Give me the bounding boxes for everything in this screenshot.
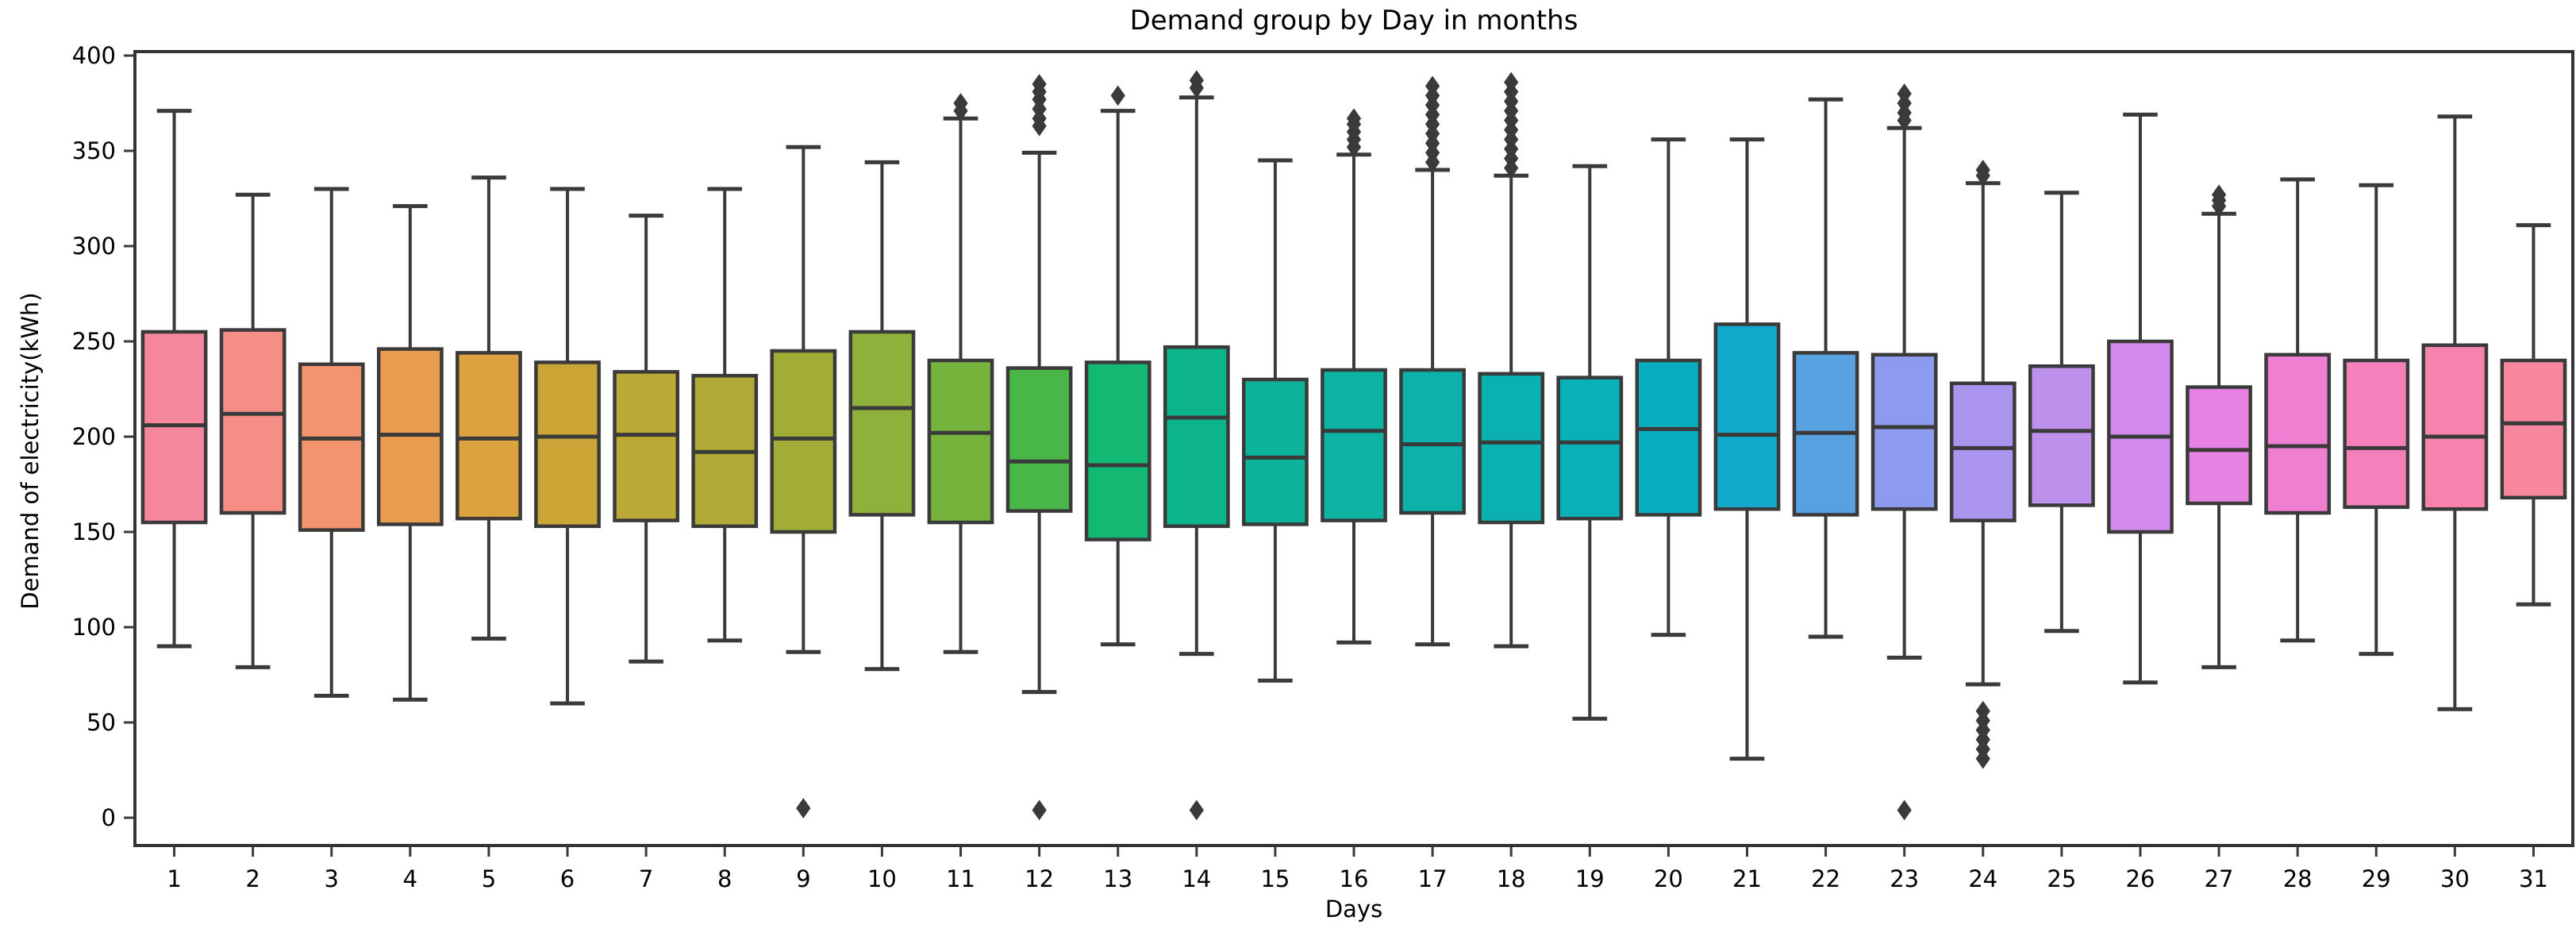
outlier-day-14 xyxy=(1189,799,1204,821)
x-tick-label: 22 xyxy=(1811,865,1840,892)
box-day-7 xyxy=(613,370,680,522)
outlier-day-23 xyxy=(1897,83,1912,104)
outlier-day-24 xyxy=(1975,700,1990,722)
box-day-10 xyxy=(848,329,916,517)
outlier-day-27 xyxy=(2211,184,2227,206)
x-tick-label: 13 xyxy=(1103,865,1132,892)
box-day-20 xyxy=(1635,358,1702,517)
outlier-day-9 xyxy=(796,798,811,819)
box-day-5 xyxy=(456,351,522,521)
y-tick-label: 100 xyxy=(72,614,116,641)
x-tick-label: 27 xyxy=(2205,865,2234,892)
box-day-11 xyxy=(927,358,994,525)
x-tick-label: 19 xyxy=(1575,865,1605,892)
box-day-3 xyxy=(298,362,365,532)
plot-frame xyxy=(133,50,2574,847)
y-tick-label: 50 xyxy=(87,709,116,736)
x-tick-label: 31 xyxy=(2519,865,2548,892)
y-tick-label: 250 xyxy=(72,328,116,355)
box-day-16 xyxy=(1321,368,1387,522)
x-tick-label: 26 xyxy=(2126,865,2155,892)
y-tick-label: 0 xyxy=(102,804,116,831)
chart-title: Demand group by Day in months xyxy=(1129,5,1578,37)
box-day-21 xyxy=(1713,322,1781,511)
x-tick-label: 5 xyxy=(482,865,496,892)
x-tick-label: 3 xyxy=(325,865,339,892)
x-axis-label: Days xyxy=(1325,896,1383,923)
x-tick-label: 29 xyxy=(2362,865,2391,892)
box-day-29 xyxy=(2343,358,2410,510)
box-day-6 xyxy=(534,360,601,529)
outlier-day-24 xyxy=(1975,160,1990,180)
x-tick-label: 14 xyxy=(1182,865,1211,892)
y-tick-label: 350 xyxy=(72,137,116,164)
x-tick-label: 9 xyxy=(796,865,810,892)
outlier-day-16 xyxy=(1346,108,1362,129)
x-tick-label: 6 xyxy=(560,865,575,892)
x-tick-label: 15 xyxy=(1260,865,1290,892)
box-day-18 xyxy=(1478,372,1545,525)
box-day-2 xyxy=(219,328,286,515)
x-tick-label: 18 xyxy=(1497,865,1526,892)
outlier-day-13 xyxy=(1110,85,1125,106)
y-tick-label: 400 xyxy=(72,42,116,69)
x-tick-label: 30 xyxy=(2440,865,2470,892)
outlier-day-17 xyxy=(1424,75,1440,97)
outlier-day-14 xyxy=(1189,70,1204,91)
y-tick-label: 300 xyxy=(72,233,116,260)
outlier-day-23 xyxy=(1897,799,1912,821)
box-day-28 xyxy=(2264,352,2332,515)
x-tick-label: 2 xyxy=(245,865,260,892)
y-tick-label: 150 xyxy=(72,518,116,545)
x-tick-label: 16 xyxy=(1340,865,1369,892)
box-day-30 xyxy=(2421,343,2489,511)
box-day-27 xyxy=(2186,385,2252,506)
x-tick-label: 8 xyxy=(717,865,732,892)
x-tick-label: 7 xyxy=(639,865,653,892)
outlier-day-18 xyxy=(1504,71,1519,93)
box-day-15 xyxy=(1242,377,1309,526)
x-tick-label: 28 xyxy=(2283,865,2313,892)
x-tick-label: 25 xyxy=(2047,865,2076,892)
y-tick-label: 200 xyxy=(72,423,116,450)
box-day-13 xyxy=(1084,360,1152,541)
box-day-24 xyxy=(1949,381,2017,522)
x-tick-label: 1 xyxy=(167,865,181,892)
x-tick-label: 11 xyxy=(946,865,975,892)
x-tick-label: 23 xyxy=(1890,865,1919,892)
x-tick-label: 17 xyxy=(1418,865,1448,892)
box-day-23 xyxy=(1870,352,1938,511)
outlier-day-12 xyxy=(1032,74,1047,94)
x-tick-label: 10 xyxy=(867,865,897,892)
x-tick-label: 21 xyxy=(1732,865,1762,892)
box-day-25 xyxy=(2028,364,2095,507)
box-day-9 xyxy=(770,349,837,534)
box-day-19 xyxy=(1556,376,1624,521)
box-day-12 xyxy=(1005,366,1073,513)
x-tick-label: 4 xyxy=(403,865,417,892)
outlier-day-11 xyxy=(953,93,968,114)
x-tick-label: 12 xyxy=(1025,865,1054,892)
outlier-day-12 xyxy=(1032,799,1047,821)
box-day-17 xyxy=(1399,368,1466,515)
box-day-14 xyxy=(1163,345,1230,529)
x-tick-label: 24 xyxy=(1968,865,1997,892)
x-tick-label: 20 xyxy=(1654,865,1683,892)
box-day-31 xyxy=(2500,358,2567,500)
